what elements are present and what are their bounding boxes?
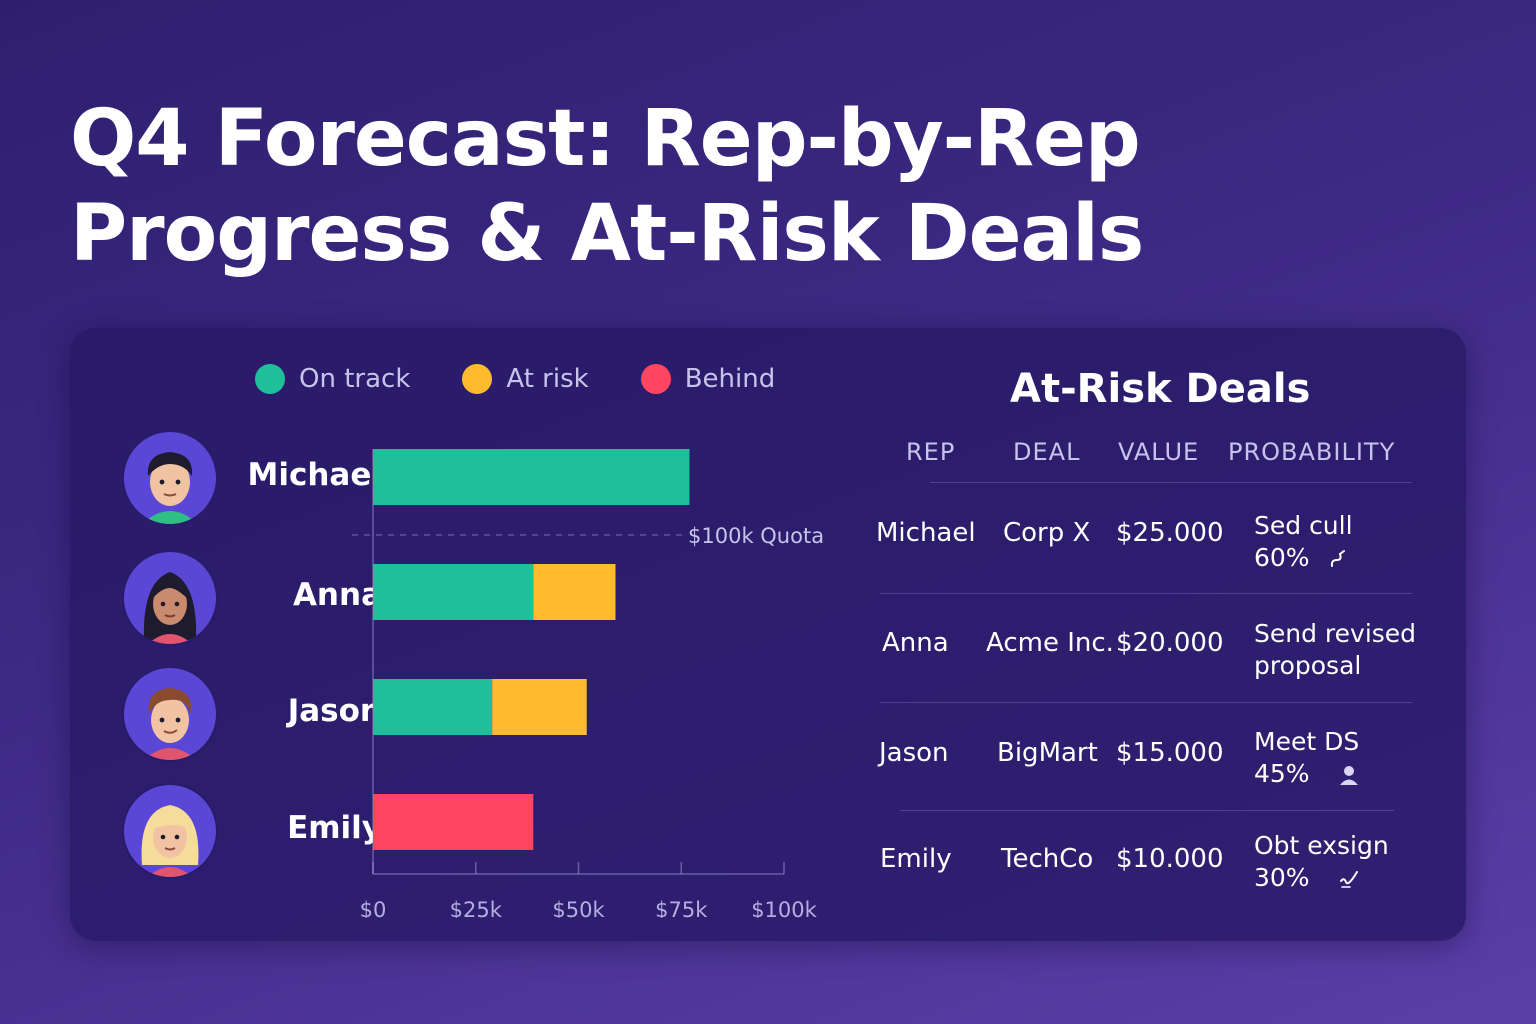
table-cell-deal-corp-x: Corp X bbox=[1003, 518, 1091, 548]
edit-icon bbox=[1328, 548, 1350, 570]
rep-row-michael: Michael bbox=[122, 430, 383, 526]
page-title-line-1: Q4 Forecast: Rep-by-Rep bbox=[70, 94, 1141, 184]
table-cell-rep-michael: Michael bbox=[876, 518, 976, 548]
at-risk-table-title: At-Risk Deals bbox=[1010, 366, 1311, 412]
rep-row-anna: Anna bbox=[122, 550, 382, 646]
legend-label-at-risk: At risk bbox=[506, 364, 589, 394]
woman-long-dark-hair-avatar-icon bbox=[122, 550, 218, 646]
x-axis-tick-label: $100k bbox=[751, 898, 817, 918]
man-brown-hair-avatar-icon bbox=[122, 666, 218, 762]
table-cell-probability-michael: Sed cull 60% bbox=[1254, 510, 1353, 574]
rep-name-jason: Jason bbox=[287, 693, 382, 729]
legend-item-at-risk: At risk bbox=[462, 364, 589, 394]
x-axis-tick-label: $25k bbox=[450, 898, 503, 918]
table-header-value: VALUE bbox=[1118, 438, 1200, 466]
table-cell-probability-jason: Meet DS 45% bbox=[1254, 726, 1360, 790]
table-cell-probability-emily: Obt exsign 30% bbox=[1254, 830, 1389, 894]
table-cell-rep-jason: Jason bbox=[879, 738, 949, 768]
probability-jason: 45% bbox=[1254, 759, 1310, 788]
forecast-card: On track At risk Behind Michael bbox=[70, 328, 1466, 941]
chart-legend: On track At risk Behind bbox=[255, 364, 827, 394]
table-header-probability: PROBABILITY bbox=[1228, 438, 1396, 466]
forecast-bar-chart: $0 $25k $50k $75k $100k $100k Quota bbox=[350, 449, 824, 918]
bar-anna-at-risk bbox=[533, 564, 616, 620]
legend-item-behind: Behind bbox=[640, 364, 776, 394]
rep-row-jason: Jason bbox=[122, 666, 382, 762]
legend-label-behind: Behind bbox=[684, 364, 776, 394]
rep-name-anna: Anna bbox=[292, 577, 382, 613]
table-cell-value-michael: $25.000 bbox=[1116, 518, 1224, 548]
table-divider bbox=[880, 702, 1412, 703]
legend-dot-on-track bbox=[255, 364, 285, 394]
action-text-emily: Obt exsign bbox=[1254, 831, 1389, 860]
table-cell-probability-anna: Send revised proposal bbox=[1254, 618, 1416, 682]
bar-michael-on-track bbox=[373, 449, 690, 505]
rep-row-emily: Emily bbox=[122, 783, 382, 879]
bar-jason-at-risk bbox=[492, 679, 587, 735]
x-axis-tick-label: $75k bbox=[655, 898, 708, 918]
x-axis-tick-label: $0 bbox=[360, 898, 387, 918]
page-title-line-2: Progress & At-Risk Deals bbox=[70, 189, 1144, 279]
table-header-rep: REP bbox=[906, 438, 956, 466]
x-axis-tick-label: $50k bbox=[552, 898, 605, 918]
legend-dot-behind bbox=[640, 364, 671, 394]
bar-emily-behind bbox=[373, 794, 534, 850]
probability-michael: 60% bbox=[1254, 543, 1310, 572]
man-short-dark-hair-avatar-icon bbox=[122, 430, 218, 526]
legend-dot-at-risk bbox=[462, 364, 493, 394]
table-cell-deal-acme: Acme Inc. bbox=[986, 628, 1114, 658]
probability-anna: proposal bbox=[1254, 651, 1362, 680]
rep-name-emily: Emily bbox=[287, 810, 382, 846]
table-cell-rep-anna: Anna bbox=[882, 628, 949, 658]
table-cell-deal-techco: TechCo bbox=[1001, 844, 1094, 874]
table-cell-value-emily: $10.000 bbox=[1116, 844, 1224, 874]
action-text-anna: Send revised bbox=[1254, 619, 1417, 648]
table-divider bbox=[930, 482, 1412, 483]
action-text-jason: Meet DS bbox=[1254, 727, 1360, 756]
table-divider bbox=[900, 810, 1394, 811]
probability-emily: 30% bbox=[1254, 863, 1310, 892]
table-cell-value-jason: $15.000 bbox=[1116, 738, 1224, 768]
woman-blonde-hair-avatar-icon bbox=[122, 783, 218, 879]
action-text-michael: Sed cull bbox=[1254, 511, 1353, 540]
bar-anna-on-track bbox=[373, 564, 534, 620]
quota-label: $100k Quota bbox=[688, 524, 824, 548]
page-title: Q4 Forecast: Rep-by-Rep Progress & At-Ri… bbox=[70, 92, 1270, 282]
table-cell-deal-bigmart: BigMart bbox=[997, 738, 1098, 768]
signature-icon bbox=[1338, 868, 1360, 890]
table-cell-rep-emily: Emily bbox=[880, 844, 952, 874]
legend-item-on-track: On track bbox=[255, 364, 410, 394]
bar-jason-on-track bbox=[373, 679, 493, 735]
legend-label-on-track: On track bbox=[299, 364, 411, 394]
table-header-deal: DEAL bbox=[1013, 438, 1081, 466]
rep-name-michael: Michael bbox=[247, 457, 383, 493]
table-divider bbox=[880, 593, 1412, 594]
person-icon bbox=[1338, 764, 1360, 786]
table-cell-value-anna: $20.000 bbox=[1116, 628, 1224, 658]
